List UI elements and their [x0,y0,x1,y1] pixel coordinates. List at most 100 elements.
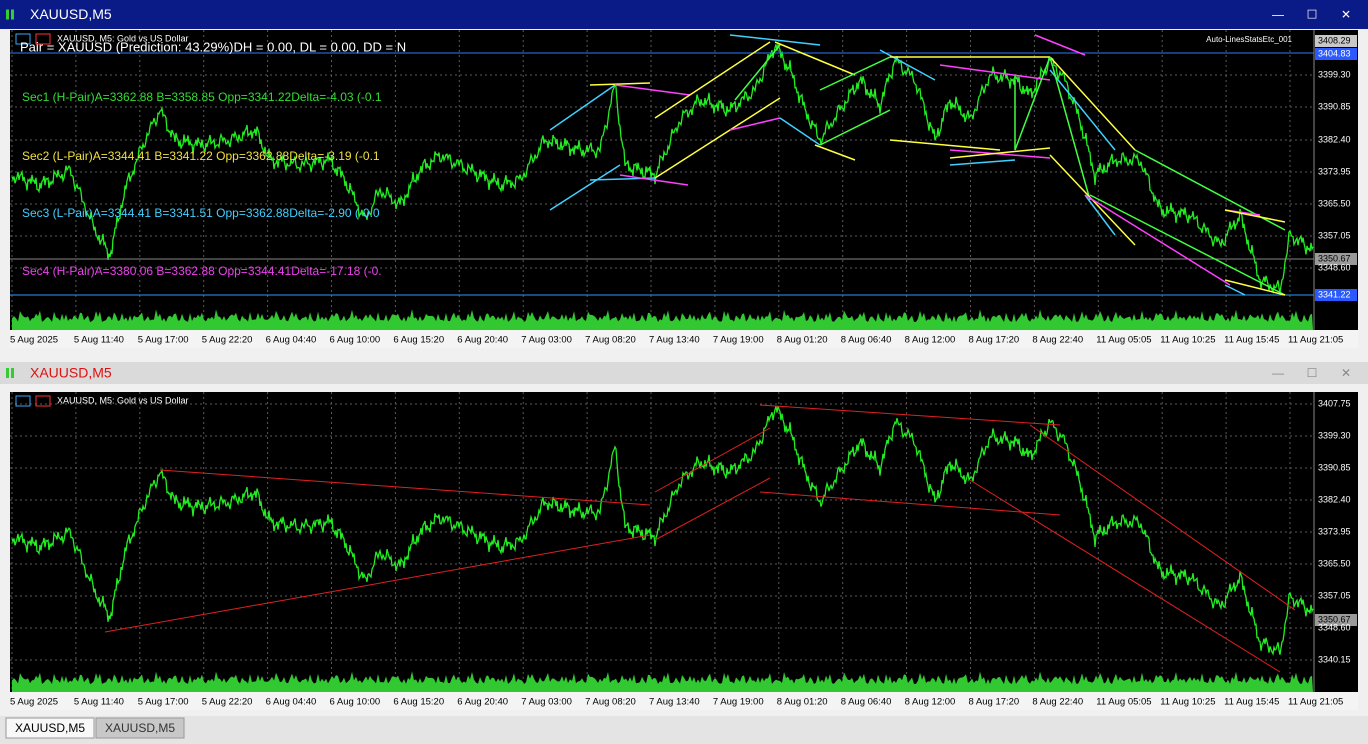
tab-label[interactable]: XAUUSD,M5 [105,721,175,735]
time-label: 8 Aug 22:40 [1032,335,1083,346]
time-label: 7 Aug 08:20 [585,335,636,346]
trend-line [1224,279,1286,296]
time-label: 5 Aug 22:20 [202,335,253,346]
trend-line [549,164,621,211]
info-line: Sec2 (L-Pair)A=3344.41 B=3341.22 Opp=336… [22,149,380,163]
window-title: XAUUSD,M5 [30,6,112,22]
trend-line [1034,34,1086,56]
time-label: 6 Aug 15:20 [393,697,444,708]
tab-bar [0,716,1368,744]
trend-line [814,144,856,161]
time-label: 7 Aug 13:40 [649,335,700,346]
time-label: 11 Aug 10:25 [1160,335,1215,346]
window-button[interactable]: — [1272,366,1284,380]
trend-line [1224,284,1246,296]
window-icon [11,368,14,378]
price-line [11,44,1314,294]
price-highlight [1315,48,1357,60]
time-label: 11 Aug 21:05 [1288,335,1343,346]
time-label: 6 Aug 20:40 [457,697,508,708]
time-label: 6 Aug 04:40 [266,697,317,708]
time-axis [10,330,1358,348]
info-line: Sec1 (H-Pair)A=3362.88 B=3358.85 Opp=334… [22,90,382,104]
tab[interactable] [95,717,185,739]
price-highlight [1315,289,1357,301]
time-label: 5 Aug 22:20 [202,697,253,708]
time-label: 8 Aug 06:40 [841,697,892,708]
indicator-name: Auto-LinesStatsEtc_001 [1206,35,1292,44]
trend-line [1049,56,1136,151]
trend-line [619,174,689,186]
volume [12,671,1313,692]
header-icon [15,395,31,407]
time-axis [10,692,1358,710]
price-label: 3399.30 [1318,430,1351,440]
trend-line [1049,69,1116,151]
price-highlight [1315,253,1357,265]
trend-line [159,469,651,506]
time-label: 7 Aug 08:20 [585,697,636,708]
window-icon [11,9,14,20]
price-label: 3408.29 [1318,35,1351,45]
price-line [11,406,1314,656]
time-label: 8 Aug 17:20 [969,697,1020,708]
time-label: 5 Aug 11:40 [74,697,124,708]
trend-line [939,64,1051,81]
price-label: 3341.22 [1318,289,1351,299]
time-label: 7 Aug 03:00 [521,335,572,346]
volume [12,309,1313,330]
trend-line [1084,194,1231,286]
price-label: 3350.67 [1318,614,1351,624]
trend-line [104,534,651,633]
time-label: 5 Aug 2025 [10,335,58,346]
window-button[interactable]: ☐ [1307,8,1318,22]
time-label: 6 Aug 15:20 [393,335,444,346]
trend-line [614,84,691,96]
trend-line [759,491,1061,516]
window-button[interactable]: ✕ [1341,366,1351,380]
price-label: 3357.05 [1318,230,1351,240]
window-button[interactable]: ✕ [1341,8,1351,22]
info-line: Sec3 (L-Pair)A=3344.41 B=3341.51 Opp=336… [22,206,380,220]
price-label: 3390.85 [1318,101,1351,111]
trend-line [589,82,651,86]
trend-line [779,117,821,146]
price-label: 3404.83 [1318,48,1351,58]
price-label: 3373.95 [1318,166,1351,176]
time-label: 7 Aug 13:40 [649,697,700,708]
trend-line [774,41,856,76]
price-label: 3357.05 [1318,590,1351,600]
tab[interactable] [5,717,95,739]
title-bar [0,362,1368,384]
tab-label[interactable]: XAUUSD,M5 [15,721,85,735]
time-label: 8 Aug 17:20 [969,335,1020,346]
time-label: 6 Aug 04:40 [266,335,317,346]
info-line: Sec4 (H-Pair)A=3380.06 B=3362.88 Opp=334… [22,264,382,278]
window-title: XAUUSD,M5 [30,365,112,381]
trend-line [1029,424,1296,611]
time-label: 11 Aug 15:45 [1224,697,1279,708]
trend-line [889,139,1001,151]
time-label: 11 Aug 05:05 [1096,697,1151,708]
window-icon [6,9,9,20]
time-label: 11 Aug 05:05 [1096,335,1151,346]
price-label: 3340.15 [1318,654,1351,664]
chart-header: XAUUSD, M5: Gold vs US Dollar [57,33,189,43]
info-line: Pair = XAUUSD (Prediction: 43.29%)DH = 0… [20,39,406,54]
chart-area [10,30,1358,330]
trend-line [1049,56,1091,201]
trend-line [1089,194,1286,296]
time-label: 5 Aug 17:00 [138,697,189,708]
time-label: 11 Aug 21:05 [1288,697,1343,708]
time-label: 8 Aug 01:20 [777,335,828,346]
time-label: 11 Aug 15:45 [1224,335,1279,346]
trend-line [1014,56,1051,151]
window-button[interactable]: — [1272,8,1284,22]
window-button[interactable]: ☐ [1307,366,1318,380]
time-label: 8 Aug 12:00 [905,335,956,346]
trend-line [949,159,1016,166]
time-label: 7 Aug 03:00 [521,697,572,708]
trend-line [729,117,781,131]
